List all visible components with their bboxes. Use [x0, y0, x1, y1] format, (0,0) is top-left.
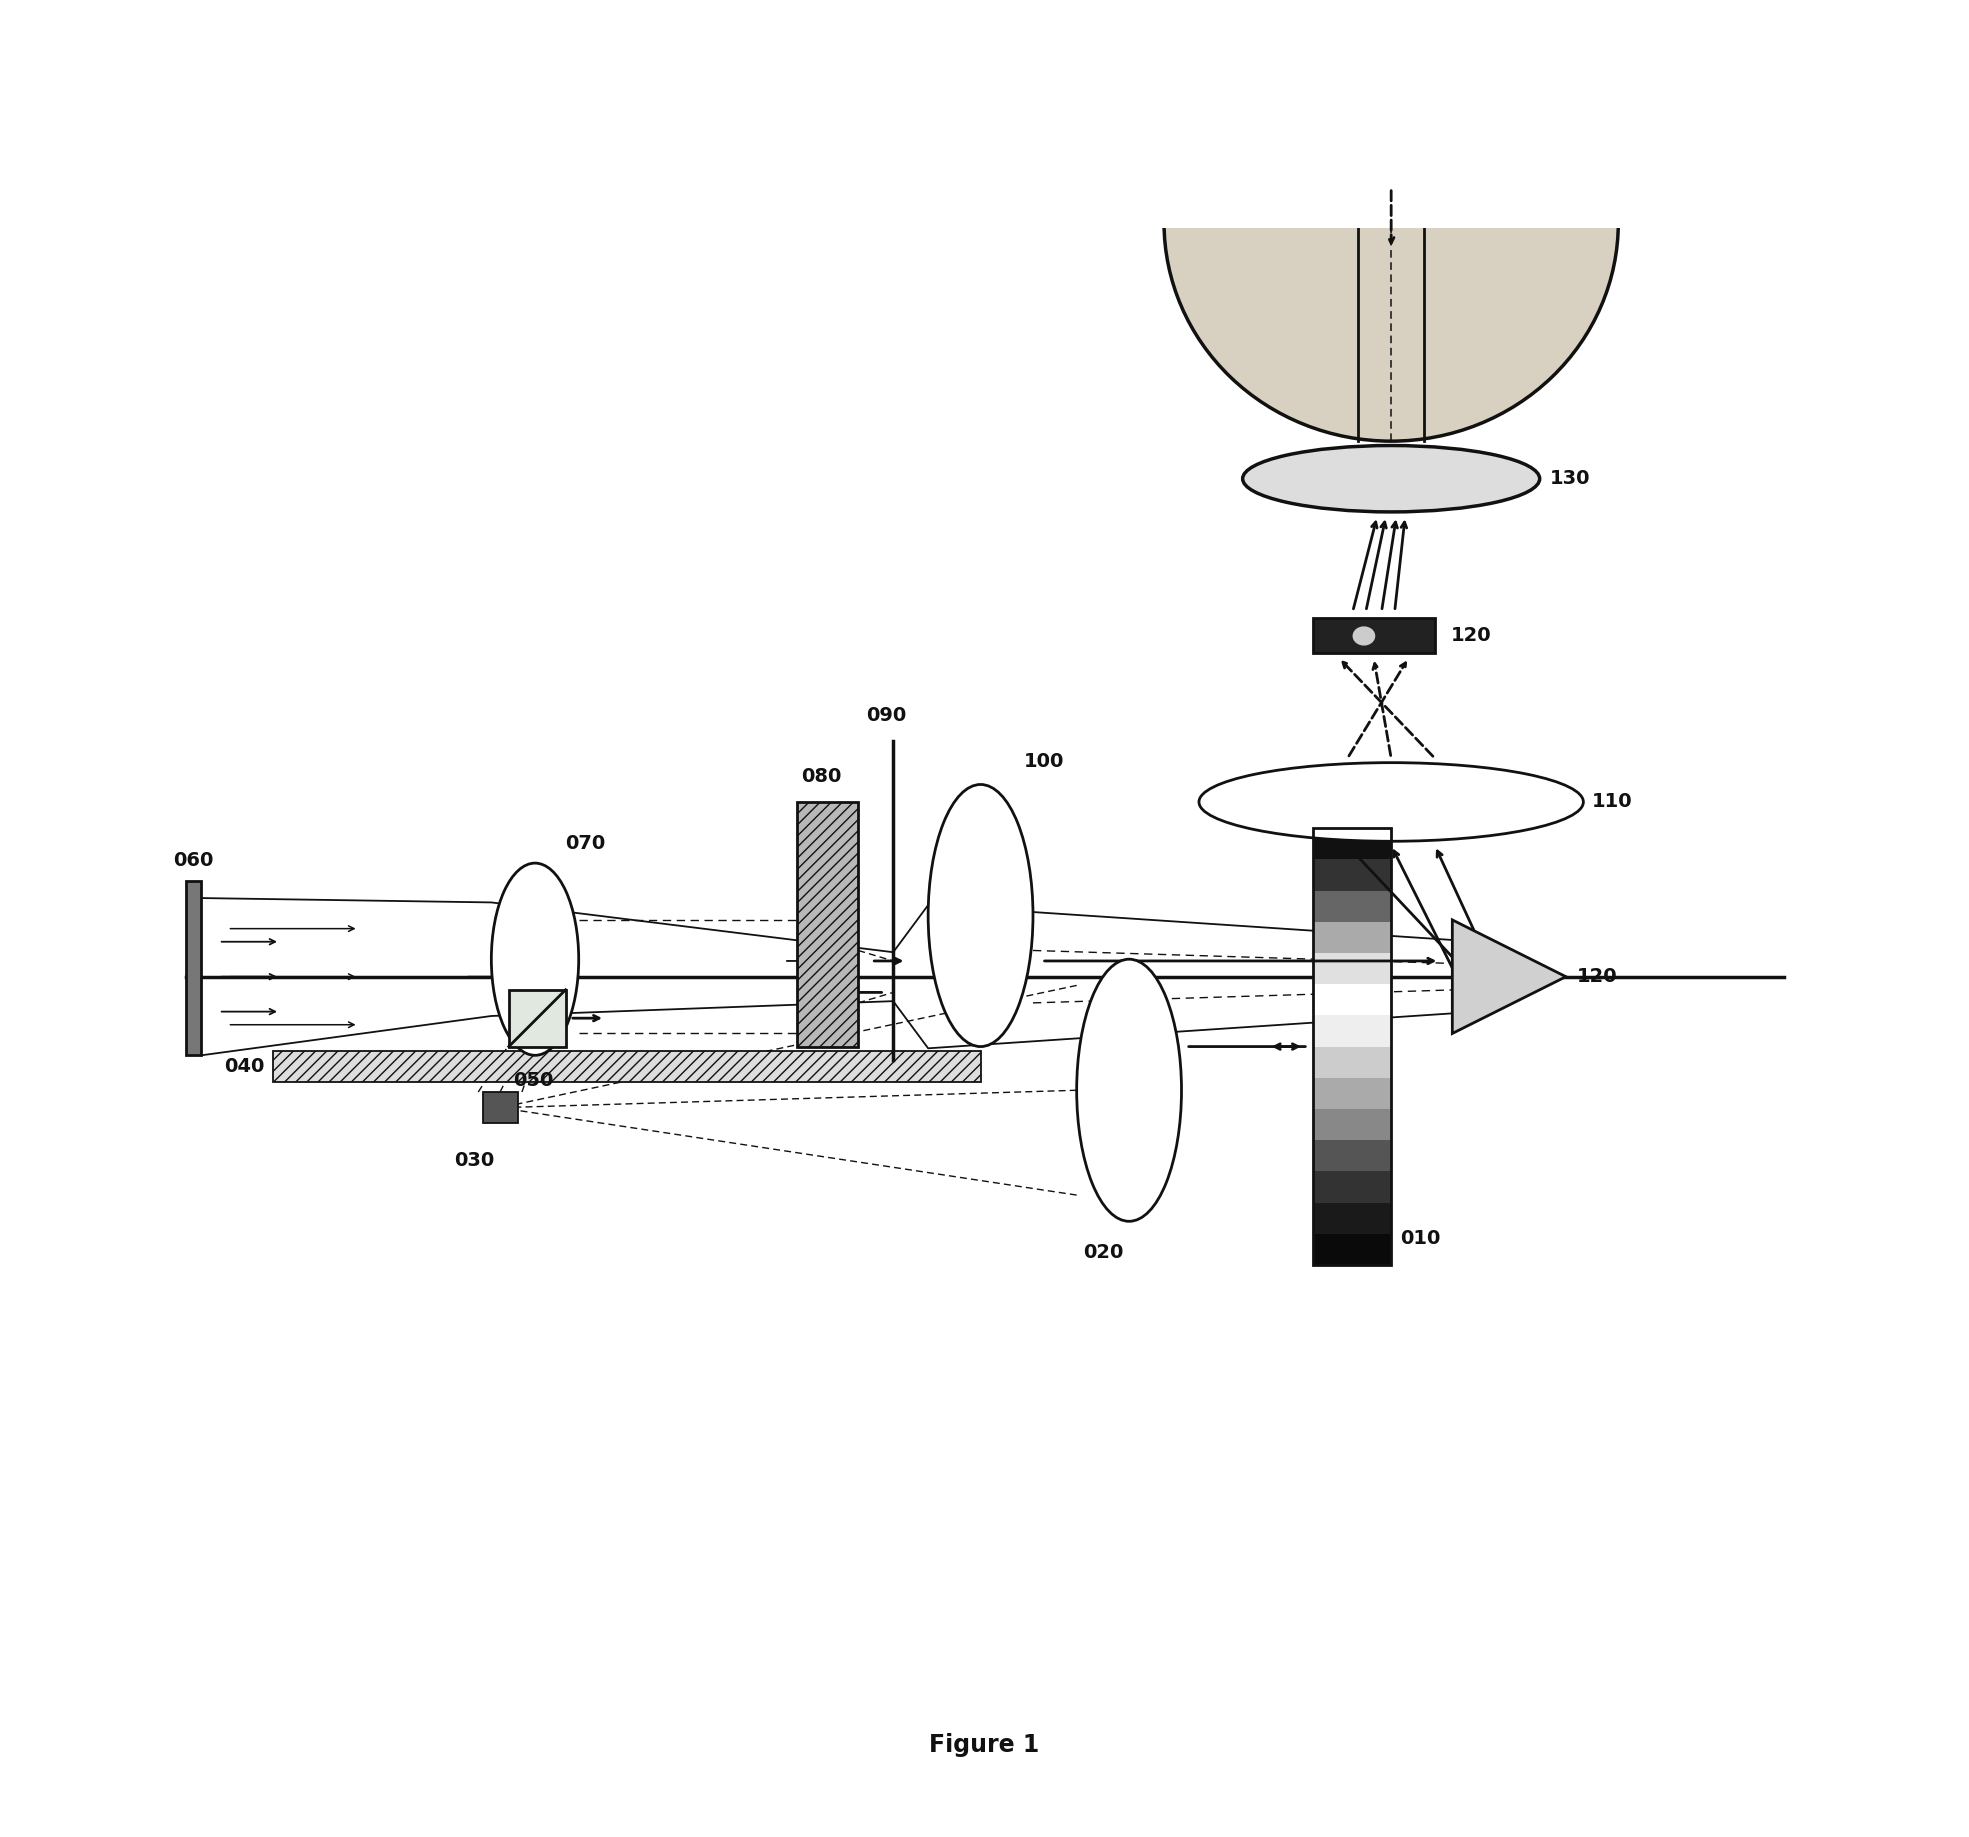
- Bar: [1313, 1234, 1392, 1266]
- Text: 040: 040: [224, 1056, 264, 1076]
- Text: 010: 010: [1400, 1229, 1439, 1247]
- Bar: [1313, 828, 1392, 1266]
- Bar: [1313, 953, 1392, 985]
- Text: 080: 080: [801, 768, 843, 786]
- Bar: [1313, 1141, 1392, 1172]
- Text: 090: 090: [866, 705, 906, 726]
- Text: 120: 120: [1577, 968, 1617, 986]
- Text: 120: 120: [1451, 626, 1491, 645]
- Ellipse shape: [1164, 4, 1619, 441]
- Text: 130: 130: [1550, 468, 1591, 489]
- Bar: [274, 1051, 981, 1082]
- Text: 030: 030: [453, 1152, 494, 1170]
- Bar: [1313, 1172, 1392, 1203]
- Ellipse shape: [492, 863, 579, 1054]
- Bar: [1313, 1078, 1392, 1110]
- Ellipse shape: [1199, 762, 1583, 841]
- Bar: [1313, 1016, 1392, 1047]
- Bar: [1313, 619, 1435, 654]
- Ellipse shape: [1077, 959, 1181, 1222]
- Text: 060: 060: [173, 851, 213, 871]
- Polygon shape: [1453, 920, 1565, 1034]
- Bar: [1313, 985, 1392, 1016]
- Bar: [1313, 828, 1392, 860]
- Bar: [1313, 1110, 1392, 1141]
- Text: 100: 100: [1024, 753, 1065, 772]
- Text: Figure 1: Figure 1: [929, 1734, 1040, 1758]
- Bar: [1313, 922, 1392, 953]
- Bar: [797, 803, 858, 1047]
- Ellipse shape: [927, 784, 1034, 1047]
- Ellipse shape: [1242, 446, 1540, 513]
- Bar: [1313, 1047, 1392, 1078]
- Text: 020: 020: [1083, 1244, 1122, 1262]
- Ellipse shape: [1353, 626, 1374, 645]
- Text: 070: 070: [565, 834, 606, 852]
- Text: 050: 050: [514, 1071, 553, 1089]
- Text: 110: 110: [1593, 792, 1632, 812]
- Bar: [482, 1091, 518, 1124]
- Bar: [508, 990, 565, 1047]
- Bar: [1313, 1203, 1392, 1234]
- Bar: [1313, 860, 1392, 891]
- Bar: [185, 880, 201, 1054]
- Bar: [1313, 891, 1392, 922]
